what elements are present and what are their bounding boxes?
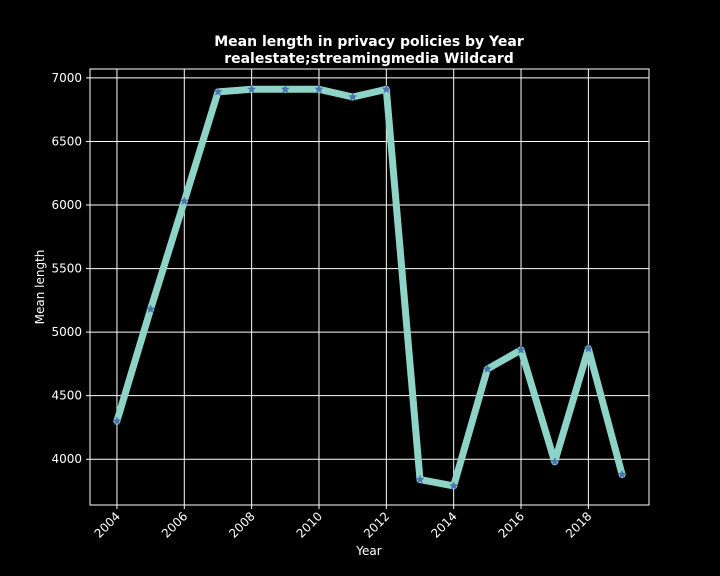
data-point bbox=[145, 304, 156, 314]
y-tick-label: 4000 bbox=[51, 452, 82, 466]
x-tick-label: 2006 bbox=[159, 509, 190, 540]
x-tick-label: 2014 bbox=[428, 509, 459, 540]
data-point bbox=[348, 92, 358, 101]
y-tick-label: 6500 bbox=[51, 134, 82, 148]
data-point bbox=[112, 416, 122, 426]
data-point bbox=[583, 343, 594, 353]
x-tick-label: 2018 bbox=[563, 509, 594, 540]
data-point bbox=[617, 469, 627, 479]
data-point bbox=[280, 84, 290, 94]
data-point bbox=[516, 344, 526, 354]
grid-layer bbox=[90, 69, 649, 505]
y-axis-label: Mean length bbox=[33, 250, 47, 325]
x-tick-label: 2008 bbox=[226, 509, 257, 540]
data-point bbox=[213, 87, 223, 96]
y-tick-label: 6000 bbox=[51, 198, 82, 212]
data-point bbox=[179, 196, 189, 206]
chart-subtitle: realestate;streamingmedia Wildcard bbox=[224, 51, 514, 67]
series-layer bbox=[112, 84, 627, 490]
x-axis-label: Year bbox=[355, 544, 381, 558]
data-point bbox=[550, 456, 560, 466]
chart-title: Mean length in privacy policies by Year bbox=[214, 34, 524, 50]
x-tick-label: 2012 bbox=[361, 509, 392, 540]
x-tick-label: 2010 bbox=[294, 509, 325, 540]
y-tick-label: 5500 bbox=[51, 262, 82, 276]
series-line bbox=[113, 85, 626, 490]
data-point bbox=[246, 84, 257, 94]
y-tick-label: 4500 bbox=[51, 389, 82, 403]
data-point bbox=[415, 474, 425, 484]
y-tick-label: 7000 bbox=[51, 71, 82, 85]
plot-frame bbox=[89, 68, 650, 506]
data-point bbox=[314, 84, 324, 94]
data-point bbox=[449, 480, 459, 490]
x-tick-label: 2016 bbox=[496, 509, 527, 540]
x-tick-label: 2004 bbox=[92, 509, 123, 540]
data-point bbox=[482, 364, 493, 373]
y-tick-label: 5000 bbox=[51, 325, 82, 339]
data-point bbox=[381, 84, 391, 94]
